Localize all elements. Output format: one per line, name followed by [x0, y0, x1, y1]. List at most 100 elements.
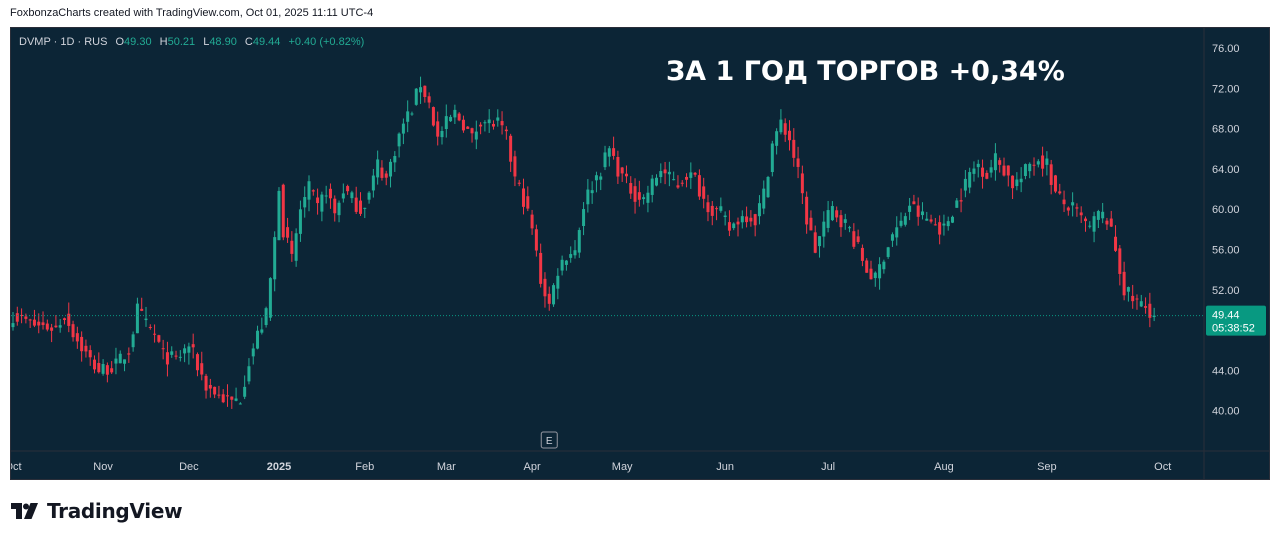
candle-body [114, 358, 118, 364]
candle-body [346, 186, 350, 192]
candle-body [281, 184, 285, 238]
candle-body [676, 185, 680, 188]
candle-body [1118, 248, 1122, 274]
candle-body [727, 222, 731, 231]
candle-body [805, 196, 809, 225]
candle-body [1096, 211, 1100, 220]
candle-body [916, 205, 920, 217]
candle-body [1028, 163, 1032, 172]
candle-body [775, 131, 779, 146]
y-tick-label: 44.00 [1212, 365, 1240, 377]
candle-body [178, 356, 182, 358]
candle-body [170, 351, 174, 355]
candle-body [191, 344, 195, 348]
candle-body [273, 237, 277, 280]
candle-body [603, 152, 607, 168]
candle-body [45, 323, 49, 330]
candle-body [539, 252, 543, 284]
legend-symbol[interactable]: DVMP · 1D · RUS [19, 36, 108, 48]
legend-close-label: C [244, 36, 253, 48]
earnings-event-marker[interactable] [540, 431, 558, 449]
chart-caption: FoxbonzaCharts created with TradingView.… [10, 7, 374, 19]
x-tick-label: Dec [179, 461, 199, 473]
candle-body [11, 323, 15, 328]
candle-body [105, 365, 109, 375]
candle-body [556, 275, 560, 289]
candle-body [324, 195, 328, 197]
x-tick-label: Mar [437, 461, 456, 473]
candle-body [1084, 218, 1087, 222]
x-tick-label: Jul [821, 461, 835, 473]
candle-body [762, 188, 766, 209]
candle-body [1135, 298, 1139, 300]
candle-body [599, 176, 603, 180]
tradingview-logo[interactable]: TradingView [11, 499, 183, 523]
candle-body [500, 121, 504, 126]
candle-body [573, 250, 577, 256]
candle-body [590, 190, 594, 194]
x-tick-label: Sep [1037, 461, 1057, 473]
candle-body [796, 158, 800, 167]
candle-body [131, 334, 135, 348]
candle-body [612, 148, 616, 156]
candlestick-chart[interactable]: 40.0044.0048.0052.0056.0060.0064.0068.00… [11, 28, 1269, 479]
candle-body [1152, 315, 1156, 318]
candle-body [93, 359, 97, 370]
candle-body [1144, 306, 1148, 308]
legend-change-value: +0.40 (+0.82%) [288, 36, 365, 48]
candle-body [938, 222, 942, 235]
candle-body [260, 329, 264, 333]
candle-body [333, 198, 337, 214]
candle-body [256, 330, 260, 349]
candle-body [1126, 287, 1130, 292]
tradingview-brand: TradingView [47, 499, 183, 523]
candle-body [1071, 202, 1075, 206]
candle-body [436, 121, 440, 137]
x-tick-label: 2025 [267, 461, 291, 473]
candle-body [449, 116, 453, 122]
candle-body [144, 318, 148, 321]
candle-body [552, 285, 556, 305]
candle-body [624, 173, 628, 177]
candle-body [809, 217, 813, 231]
chart-pane[interactable]: 40.0044.0048.0052.0056.0060.0064.0068.00… [10, 27, 1270, 480]
candle-body [646, 192, 650, 203]
candle-body [419, 87, 423, 93]
y-tick-label: 60.00 [1212, 204, 1240, 216]
candle-body [736, 221, 740, 225]
candle-body [1114, 236, 1118, 251]
candle-body [354, 197, 358, 212]
candle-body [981, 167, 985, 177]
candle-body [440, 131, 444, 138]
candle-body [667, 171, 671, 175]
candle-body [1053, 175, 1057, 192]
candle-body [779, 119, 783, 133]
candle-body [702, 186, 706, 199]
candle-body [732, 223, 736, 229]
x-tick-label: Feb [355, 461, 374, 473]
candle-body [161, 348, 165, 350]
candle-body [933, 224, 937, 226]
candle-body [1092, 216, 1096, 232]
candle-body [453, 109, 457, 118]
legend-high-label: H [159, 36, 168, 48]
candle-body [517, 182, 521, 184]
candle-body [878, 264, 882, 279]
candle-body [1011, 175, 1015, 189]
candle-body [213, 386, 217, 395]
candle-body [376, 159, 380, 178]
candle-body [835, 210, 839, 218]
candle-body [1002, 165, 1006, 176]
candle-body [959, 200, 963, 202]
candle-body [882, 261, 886, 270]
candle-body [534, 229, 538, 251]
symbol-legend: DVMP · 1D · RUS O49.30 H50.21 L48.90 C49… [19, 36, 364, 48]
candle-body [908, 205, 912, 212]
candle-body [401, 123, 405, 134]
candle-body [294, 233, 298, 261]
candle-body [251, 348, 255, 357]
candle-body [277, 190, 281, 241]
candle-body [54, 325, 58, 328]
candle-body [522, 188, 526, 207]
candle-body [680, 182, 684, 184]
